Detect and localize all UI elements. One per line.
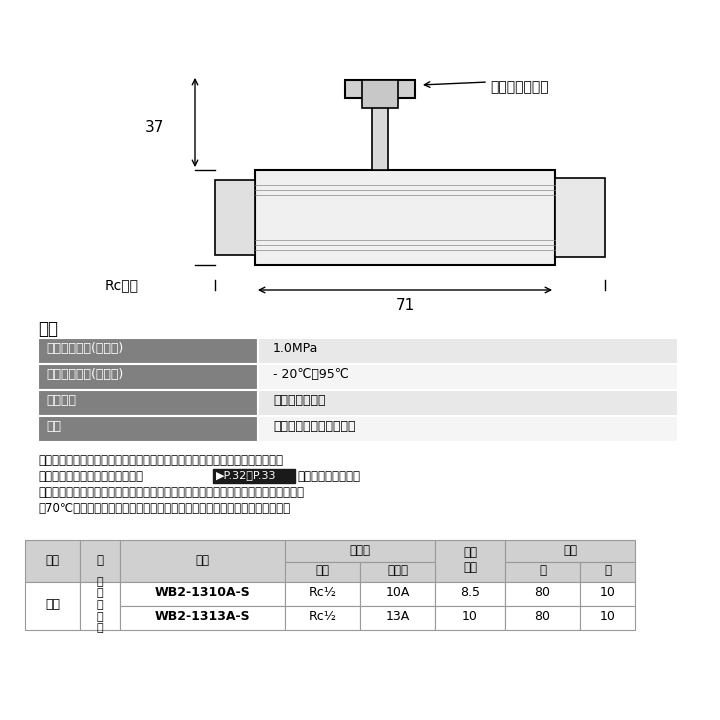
Bar [505, 582, 580, 606]
Text: 樹脂管: 樹脂管 [387, 564, 408, 577]
Text: 使用流体: 使用流体 [46, 394, 76, 407]
Text: 10: 10 [600, 587, 616, 600]
Bar [362, 80, 398, 108]
Bar [285, 540, 435, 562]
Text: 共用: 共用 [45, 598, 60, 611]
Bar [360, 582, 435, 606]
Text: 最高許容圧力(バルブ): 最高許容圧力(バルブ) [46, 342, 123, 355]
Text: 13A: 13A [385, 611, 410, 624]
Text: - 20℃～95℃: - 20℃～95℃ [273, 368, 348, 381]
Text: 呼び径: 呼び径 [349, 544, 371, 557]
Bar [120, 606, 285, 630]
Text: 入数: 入数 [563, 544, 577, 557]
Text: 10: 10 [600, 611, 616, 624]
Text: 10A: 10A [385, 587, 410, 600]
Text: 色: 色 [96, 554, 104, 567]
Bar [258, 416, 678, 442]
Bar [435, 606, 505, 630]
Text: 37: 37 [145, 120, 165, 135]
Text: 最小
内径: 最小 内径 [463, 546, 477, 574]
Bar [435, 582, 505, 606]
Bar [25, 540, 80, 582]
Text: Rc½: Rc½ [308, 587, 336, 600]
Bar [38, 416, 258, 442]
Text: 80: 80 [534, 611, 551, 624]
Bar [580, 606, 635, 630]
Text: 小: 小 [604, 564, 611, 577]
Text: 使用温度範囲(バルブ): 使用温度範囲(バルブ) [46, 368, 123, 381]
Text: 1.0MPa: 1.0MPa [273, 342, 318, 355]
Bar [258, 338, 678, 364]
Bar [38, 390, 258, 416]
Text: 管の使用温度別最高使用圧力: 管の使用温度別最高使用圧力 [38, 470, 143, 483]
Text: ▶P.32・P.33: ▶P.32・P.33 [216, 470, 276, 480]
Bar [372, 100, 388, 170]
Text: WB2-1310A-S: WB2-1310A-S [155, 587, 251, 600]
Text: 71: 71 [395, 298, 415, 313]
Bar [505, 562, 580, 582]
Bar [580, 582, 635, 606]
Bar [285, 562, 360, 582]
Bar [505, 540, 635, 562]
Bar [215, 180, 255, 255]
Text: ・上記は継手部の仕様のため、実使用においての流体圧力と流体温度は、樹脂: ・上記は継手部の仕様のため、実使用においての流体圧力と流体温度は、樹脂 [38, 454, 283, 467]
Text: 80: 80 [534, 587, 551, 600]
Bar [435, 540, 505, 582]
Text: Rc½: Rc½ [308, 611, 336, 624]
Text: WB2-1313A-S: WB2-1313A-S [155, 611, 251, 624]
Text: 8.5: 8.5 [460, 587, 480, 600]
Bar [120, 540, 285, 582]
Text: 給水・給湨・暖房・融雪: 給水・給湨・暖房・融雪 [273, 420, 356, 433]
Bar [555, 178, 605, 257]
Bar [120, 582, 285, 606]
Bar [360, 562, 435, 582]
Bar [360, 606, 435, 630]
Bar [38, 364, 258, 390]
Text: 用途: 用途 [46, 420, 61, 433]
Text: ・冷温水、不凍液以外には使用しないで下さい。灯油等の油類には使用できません。: ・冷温水、不凍液以外には使用しないで下さい。灯油等の油類には使用できません。 [38, 486, 304, 499]
Text: 冷温水・不凍液: 冷温水・不凍液 [273, 394, 325, 407]
Bar [38, 338, 258, 364]
Text: 色（ハンドル）: 色（ハンドル） [490, 80, 549, 94]
Bar [345, 80, 415, 98]
Text: ねじ: ねじ [315, 564, 330, 577]
Text: ア
イ
ボ
リ
ー: ア イ ボ リ ー [96, 577, 103, 633]
Text: 大: 大 [539, 564, 546, 577]
Bar [285, 582, 360, 606]
Text: 適用: 適用 [45, 554, 60, 567]
Bar [213, 469, 295, 483]
Bar [580, 562, 635, 582]
Text: Rcねじ: Rcねじ [105, 278, 139, 292]
Text: 品番: 品番 [196, 554, 210, 567]
Bar [25, 582, 80, 630]
Bar [285, 606, 360, 630]
Bar [80, 540, 120, 582]
Bar [505, 606, 580, 630]
Text: 10: 10 [462, 611, 478, 624]
Bar [80, 582, 120, 630]
Text: 仕様: 仕様 [38, 320, 58, 338]
Text: をご確認下さい。: をご確認下さい。 [297, 470, 360, 483]
Bar [258, 364, 678, 390]
Text: ・70℃を超える湯を常時通水または循環する配管には使用しないで下さい。: ・70℃を超える湯を常時通水または循環する配管には使用しないで下さい。 [38, 502, 290, 515]
Bar [255, 170, 555, 265]
Bar [258, 390, 678, 416]
